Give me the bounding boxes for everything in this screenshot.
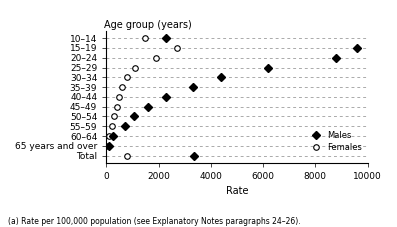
Legend: Males, Females: Males, Females — [306, 130, 364, 153]
Text: Age group (years): Age group (years) — [104, 20, 191, 30]
Text: (a) Rate per 100,000 population (see Explanatory Notes paragraphs 24–26).: (a) Rate per 100,000 population (see Exp… — [8, 217, 301, 226]
X-axis label: Rate: Rate — [226, 186, 248, 196]
